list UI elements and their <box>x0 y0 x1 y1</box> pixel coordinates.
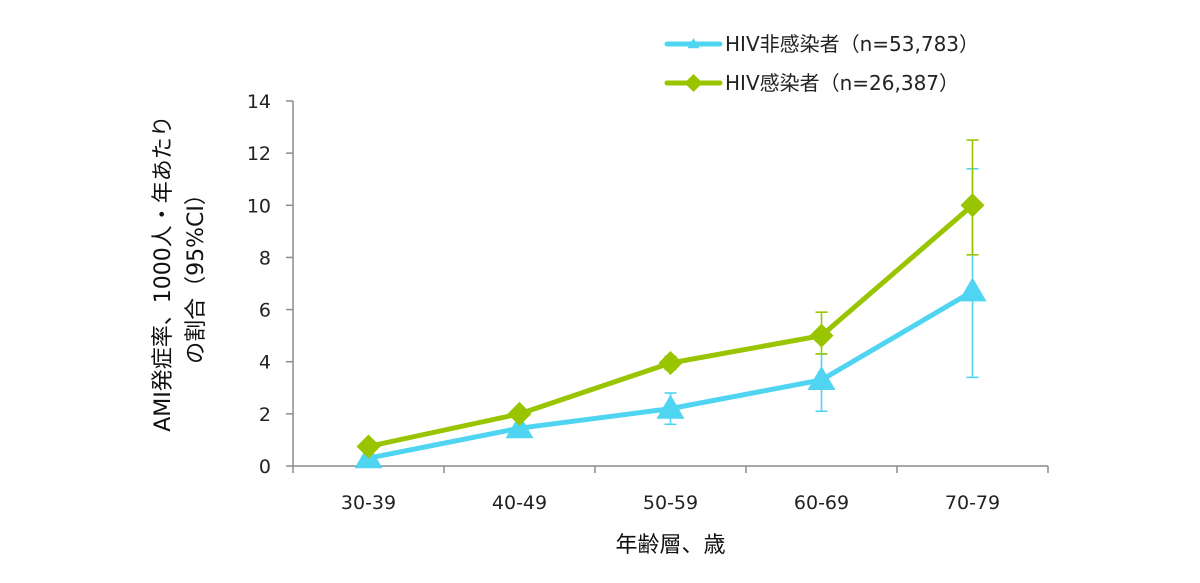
data-point-diamond <box>658 351 683 376</box>
data-point-diamond <box>960 193 985 218</box>
y-tick-label: 2 <box>259 404 271 426</box>
x-tick-label: 40-49 <box>492 492 547 514</box>
y-tick-label: 0 <box>259 456 271 478</box>
x-tick-label: 60-69 <box>794 492 849 514</box>
x-tick-label: 50-59 <box>643 492 698 514</box>
y-tick-label: 4 <box>259 352 271 374</box>
legend-label: HIV感染者（n=26,387） <box>725 71 959 95</box>
data-point-triangle <box>505 414 534 439</box>
data-point-triangle <box>807 365 836 391</box>
x-axis-title: 年齢層、歳 <box>615 533 725 558</box>
x-axis: 30-39 40-49 50-59 60-69 70-79 <box>292 465 1049 514</box>
data-point-diamond <box>809 323 834 348</box>
data-point-diamond <box>507 401 532 426</box>
data-point-triangle <box>656 394 685 419</box>
x-tick-label: 70-79 <box>945 492 1000 514</box>
y-tick-label: 10 <box>247 195 271 217</box>
data-point-diamond <box>356 434 381 459</box>
legend-marker-triangle <box>687 38 700 49</box>
legend: HIV非感染者（n=53,783） HIV感染者（n=26,387） <box>664 32 979 95</box>
y-tick-label: 8 <box>259 247 271 269</box>
y-tick-label: 12 <box>247 143 271 165</box>
series-markers <box>354 193 987 469</box>
legend-label: HIV非感染者（n=53,783） <box>725 32 979 56</box>
y-tick-label: 14 <box>247 91 271 113</box>
y-tick-label: 6 <box>259 300 271 322</box>
x-tick-label: 30-39 <box>341 492 396 514</box>
y-axis: 0 2 4 6 8 10 12 14 <box>247 91 294 478</box>
y-axis-title-line-1: AMI発症率、1000人・年あたり <box>151 115 176 432</box>
y-axis-title-line-2: の割合（95%CI） <box>184 183 209 364</box>
data-point-triangle <box>958 277 987 302</box>
legend-marker-diamond <box>684 74 703 92</box>
